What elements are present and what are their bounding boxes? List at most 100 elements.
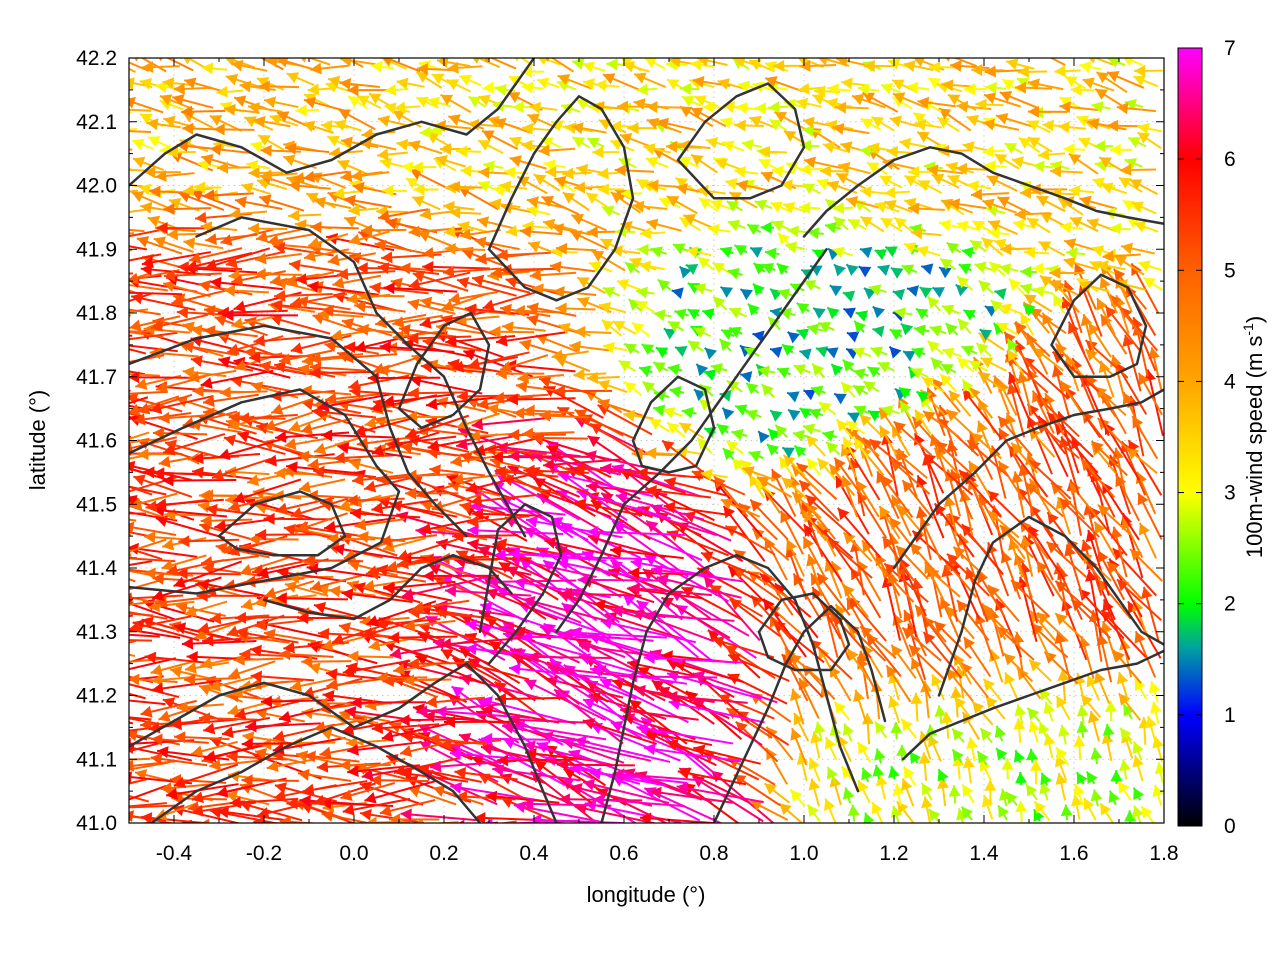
wind-arrow (810, 385, 826, 398)
wind-arrow (856, 559, 882, 602)
wind-arrow (828, 463, 856, 496)
wind-arrow (129, 348, 147, 355)
wind-arrow (863, 812, 875, 823)
wind-arrow (641, 343, 655, 356)
wind-arrow (1022, 303, 1036, 317)
wind-arrow (1055, 695, 1071, 721)
wind-arrow (407, 387, 468, 400)
wind-arrow (129, 531, 149, 538)
wind-arrow (1121, 517, 1144, 559)
wind-arrow (538, 376, 596, 396)
wind-arrow (1082, 77, 1115, 92)
wind-arrow (970, 188, 1009, 201)
y-tick-label: 41.2 (76, 685, 117, 708)
wind-arrow (1079, 61, 1102, 73)
wind-arrow (862, 437, 895, 481)
wind-arrow (884, 199, 913, 213)
wind-arrow (908, 750, 921, 765)
wind-arrow (903, 60, 934, 73)
wind-arrow (1063, 256, 1096, 270)
wind-arrow (953, 696, 973, 721)
wind-arrow (368, 637, 413, 652)
wind-arrow (1102, 250, 1141, 263)
wind-arrow (962, 309, 976, 321)
wind-arrow (835, 172, 866, 190)
wind-arrow (342, 797, 411, 816)
wind-arrow (471, 274, 531, 294)
wind-arrow (1117, 692, 1142, 721)
wind-arrow (129, 315, 181, 332)
wind-arrow (444, 585, 532, 598)
wind-arrow (740, 371, 753, 383)
wind-arrow (1090, 747, 1103, 765)
wind-arrow (267, 232, 317, 247)
wind-arrow (313, 437, 360, 455)
wind-arrow (310, 62, 349, 75)
wind-arrow (888, 765, 900, 780)
wind-arrow (393, 757, 460, 777)
wind-arrow (447, 61, 483, 74)
wind-arrow (388, 813, 440, 823)
wind-arrow (129, 308, 161, 316)
wind-arrow (348, 204, 379, 217)
wind-arrow (551, 349, 589, 362)
wind-arrow (614, 164, 655, 177)
wind-arrow (957, 318, 972, 335)
wind-arrow (467, 524, 564, 537)
wind-arrow (239, 80, 276, 93)
wind-arrow (1091, 101, 1111, 113)
wind-arrow (682, 213, 714, 229)
wind-arrow (846, 331, 860, 343)
wind-arrow (914, 119, 942, 132)
wind-arrow (129, 189, 138, 193)
wind-arrow (701, 308, 715, 320)
wind-arrow (826, 766, 838, 785)
wind-arrow (223, 434, 286, 456)
wind-arrow (129, 390, 168, 395)
wind-arrow (448, 290, 498, 305)
wind-arrow (203, 189, 254, 202)
wind-arrow (162, 77, 193, 90)
wind-arrow (589, 767, 688, 784)
wind-arrow (802, 182, 821, 195)
wind-arrow (297, 768, 352, 783)
y-tick-label: 41.9 (76, 238, 117, 261)
wind-arrow (716, 423, 730, 436)
wind-arrow (234, 700, 299, 720)
wind-arrow (1076, 721, 1089, 738)
wind-arrow (745, 382, 760, 395)
wind-arrow (1027, 78, 1064, 91)
wind-arrow (183, 58, 208, 70)
wind-arrow (129, 492, 178, 510)
wind-arrow (946, 241, 962, 254)
wind-arrow (715, 158, 743, 171)
wind-arrow (639, 260, 665, 273)
wind-arrow (129, 633, 160, 638)
wind-arrow (642, 380, 658, 394)
wind-arrow (997, 804, 1010, 821)
wind-arrow (129, 210, 130, 213)
wind-arrow (451, 473, 503, 486)
wind-arrow (129, 592, 184, 605)
wind-arrow (734, 404, 749, 416)
wind-arrow (411, 195, 441, 211)
wind-arrow (422, 260, 490, 273)
wind-arrow (129, 291, 182, 296)
wind-arrow (141, 61, 180, 74)
wind-arrow (562, 167, 592, 180)
wind-arrow (719, 246, 734, 258)
wind-arrow (276, 58, 316, 71)
wind-arrow (926, 567, 961, 598)
wind-arrow (906, 285, 919, 297)
wind-arrow (667, 320, 685, 333)
wind-arrow (657, 278, 672, 292)
wind-arrow (612, 768, 704, 782)
wind-arrow (536, 77, 560, 89)
wind-arrow (778, 456, 795, 478)
wind-arrow (760, 221, 775, 234)
wind-arrow (129, 683, 180, 699)
wind-arrow (1124, 158, 1143, 170)
wind-arrow (824, 798, 837, 823)
wind-arrow (1137, 492, 1163, 540)
wind-arrow (616, 279, 641, 291)
